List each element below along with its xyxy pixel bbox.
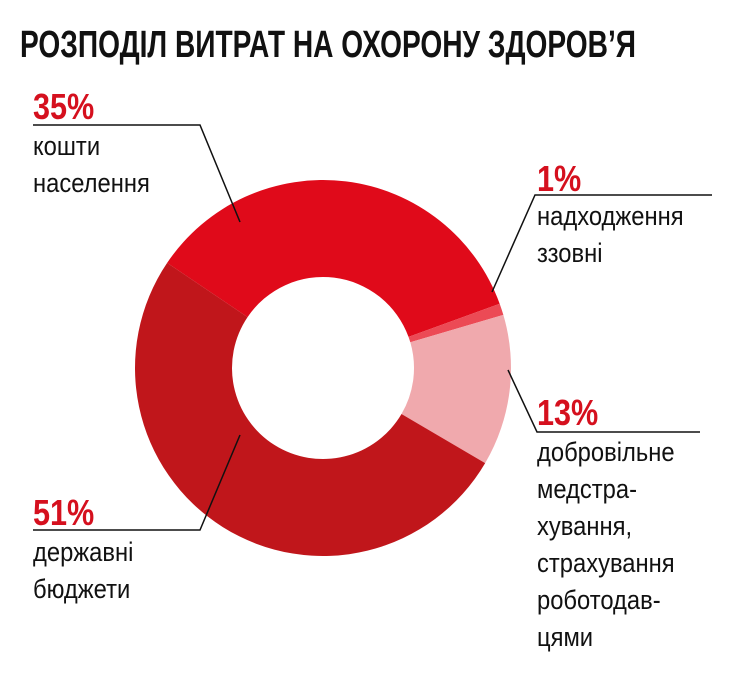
- category-label: державні бюджети: [33, 537, 134, 604]
- leader-line: [33, 124, 241, 223]
- donut-segment: [401, 314, 511, 464]
- donut-segment: [167, 180, 500, 337]
- donut-segment: [134, 262, 486, 557]
- leader-line: [33, 434, 241, 531]
- value-label: 35%: [33, 86, 95, 127]
- value-label: 13%: [537, 392, 599, 433]
- category-label: надходження ззовні: [537, 201, 684, 268]
- value-label: 51%: [33, 492, 95, 533]
- leader-line: [491, 194, 712, 293]
- category-label: добровільне медстра- хування, страхуванн…: [537, 437, 675, 652]
- value-label: 1%: [537, 158, 582, 199]
- leader-line: [507, 369, 700, 433]
- category-label: кошти населення: [33, 131, 150, 198]
- chart-title: РОЗПОДІЛ ВИТРАТ НА ОХОРОНУ ЗДОРОВ’Я: [20, 24, 636, 66]
- donut-segment: [408, 303, 504, 343]
